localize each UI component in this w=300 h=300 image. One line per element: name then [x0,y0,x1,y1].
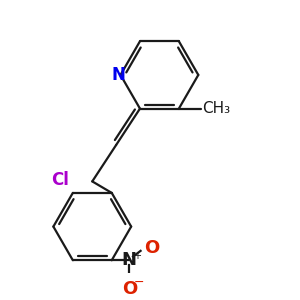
Text: N: N [111,66,125,84]
Text: CH₃: CH₃ [202,101,230,116]
Text: −: − [134,276,144,289]
Text: +: + [134,251,142,262]
Text: N: N [122,251,137,269]
Text: O: O [144,239,159,257]
Text: O: O [122,280,137,298]
Text: Cl: Cl [51,171,69,189]
